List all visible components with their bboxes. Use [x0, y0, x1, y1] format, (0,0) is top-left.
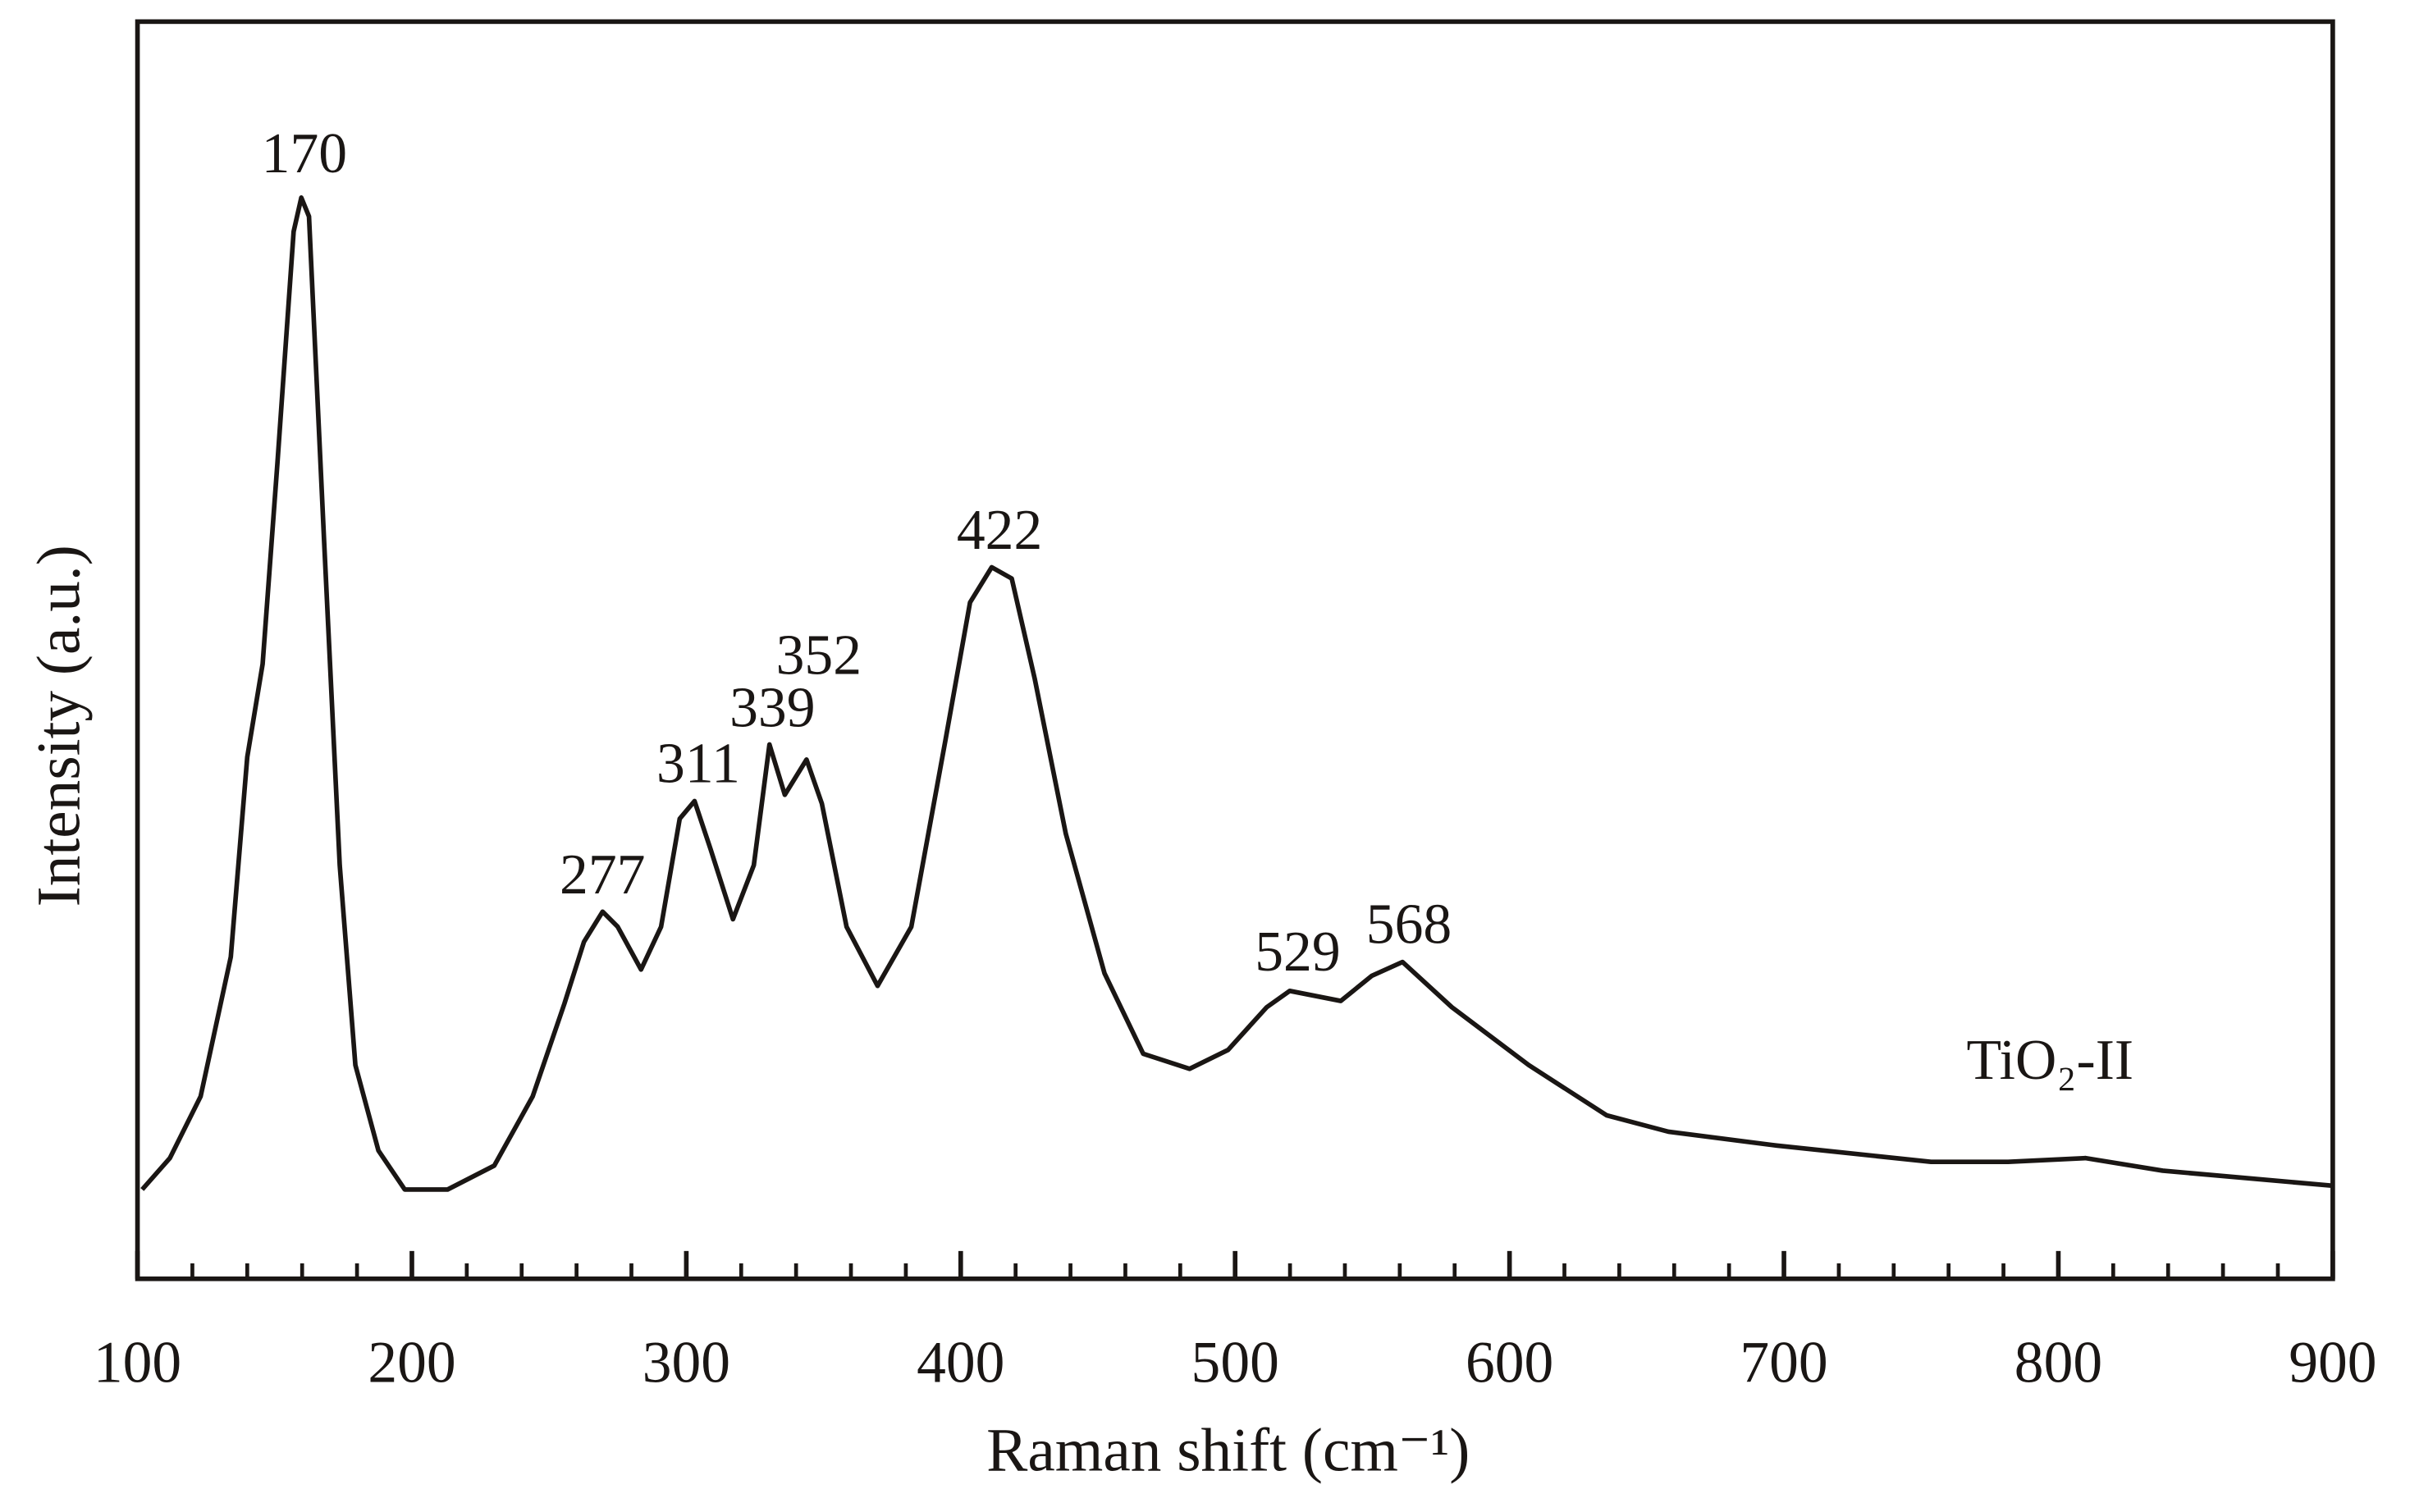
x-tick-label: 900 [2289, 1330, 2376, 1395]
y-axis-label: Intensity (a.u.) [25, 545, 93, 907]
x-tick-label: 600 [1466, 1330, 1553, 1395]
x-tick-label: 300 [643, 1330, 730, 1395]
x-tick-label: 500 [1191, 1330, 1279, 1395]
x-axis-label: Raman shift (cm⁻¹) [986, 1417, 1470, 1485]
peak-annotation: TiO₂-II [1967, 1029, 2134, 1092]
x-tick-label: 700 [1740, 1330, 1827, 1395]
x-tick-label: 200 [368, 1330, 455, 1395]
peak-annotation: 277 [560, 843, 645, 907]
x-tick-label: 800 [2014, 1330, 2102, 1395]
x-tick-label: 100 [94, 1330, 181, 1395]
peak-annotation: 529 [1255, 920, 1340, 984]
spectrum-line [140, 195, 2334, 1192]
peak-annotation: 170 [262, 122, 347, 185]
peak-annotation: 311 [656, 732, 740, 795]
x-tick-label: 400 [917, 1330, 1004, 1395]
peak-annotation: 352 [776, 624, 862, 687]
peak-annotation: 568 [1366, 893, 1452, 956]
peak-annotation: 339 [729, 677, 815, 740]
peak-annotation: 422 [957, 499, 1042, 562]
